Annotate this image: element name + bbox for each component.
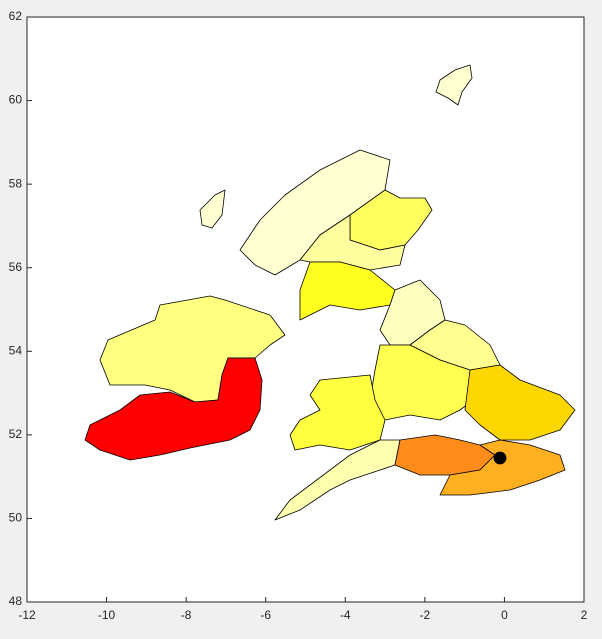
region	[84, 357, 263, 461]
x-tick-label: 2	[581, 608, 588, 622]
region	[439, 439, 566, 496]
y-tick-label: 56	[9, 260, 23, 274]
region	[299, 261, 396, 321]
x-tick-label: -12	[18, 608, 36, 622]
y-tick-label: 52	[9, 427, 23, 441]
y-tick-label: 62	[9, 9, 23, 23]
y-tick-label: 58	[9, 176, 23, 190]
y-tick-label: 50	[9, 511, 23, 525]
y-tick-label: 60	[9, 93, 23, 107]
x-tick-label: -10	[98, 608, 116, 622]
x-tick-label: -8	[181, 608, 192, 622]
region	[199, 189, 226, 229]
region	[493, 451, 507, 465]
x-tick-label: -6	[260, 608, 271, 622]
region	[435, 64, 473, 106]
region	[289, 374, 386, 451]
y-tick-label: 54	[9, 343, 23, 357]
x-tick-label: -2	[420, 608, 431, 622]
x-tick-label: 0	[501, 608, 508, 622]
region	[464, 364, 576, 441]
y-tick-label: 48	[9, 594, 23, 608]
x-tick-label: -4	[340, 608, 351, 622]
region	[299, 214, 406, 271]
regions	[84, 64, 576, 521]
